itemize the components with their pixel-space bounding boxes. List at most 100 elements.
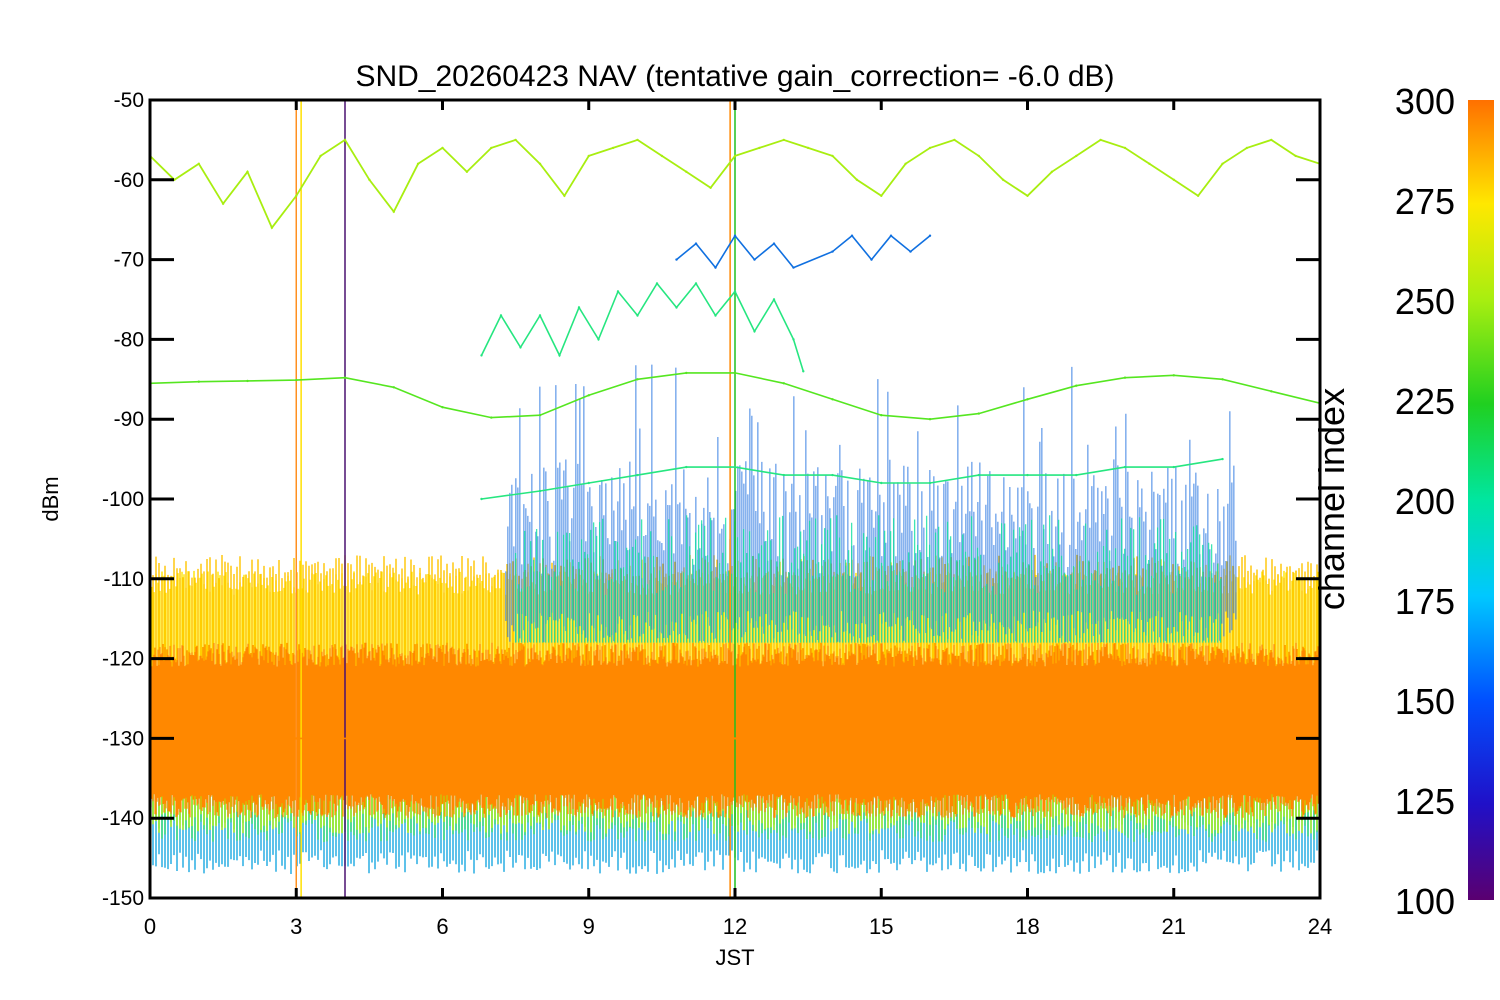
series-0-point [514, 138, 517, 142]
plot-area [150, 100, 1320, 898]
series-0-point [465, 170, 469, 173]
series-0-point [831, 154, 834, 158]
y-tick-label: -80 [114, 328, 144, 351]
series-2-point [480, 354, 483, 357]
colorbar-label: channel index [1311, 388, 1352, 610]
series-0-point [685, 170, 688, 173]
series-0-point [1172, 178, 1176, 181]
series-0-point [1050, 170, 1054, 173]
series-1-point [197, 380, 200, 383]
series-0-point [1075, 154, 1078, 158]
series-3-point [977, 473, 980, 477]
y-tick-label: -70 [114, 249, 144, 272]
series-0-point [1123, 146, 1127, 150]
series-1-point [490, 416, 493, 419]
colorbar-tick-label: 125 [1395, 781, 1455, 822]
series-0-point [855, 178, 859, 181]
series-0-point [1001, 178, 1005, 181]
series-4-point [928, 234, 932, 237]
series-0-point [709, 186, 712, 189]
series-0-point [343, 138, 347, 142]
series-0-point [319, 154, 322, 158]
series-1-point [1270, 390, 1273, 393]
series-0-point [1026, 194, 1029, 197]
x-tick-label: 24 [1308, 914, 1332, 939]
series-0-point [782, 138, 785, 142]
x-tick-label: 18 [1015, 914, 1039, 939]
x-tick-label: 0 [144, 914, 156, 939]
series-4-point [772, 242, 776, 245]
series-5-point [441, 737, 444, 740]
y-tick-label: -60 [114, 169, 144, 192]
series-3-point [928, 481, 932, 485]
series-4-point [753, 258, 756, 261]
series-3-point [733, 465, 737, 469]
series-line-3 [481, 458, 1223, 500]
series-5-point [295, 737, 298, 740]
series-0-point [953, 138, 956, 142]
series-1-point [1221, 378, 1224, 381]
series-1-point [1026, 398, 1029, 401]
series-1-point [1075, 384, 1078, 387]
series-0-point [392, 210, 395, 213]
series-4-point [675, 258, 678, 261]
series-4-point [733, 234, 737, 237]
y-tick-label: -150 [102, 887, 144, 910]
series-3-point [685, 465, 688, 469]
series-1-point [1123, 376, 1127, 379]
series-3-point [1026, 473, 1029, 477]
series-3-point [587, 481, 590, 485]
noise-band [150, 642, 1320, 819]
series-2-point [802, 370, 805, 373]
series-1-point [977, 412, 980, 415]
daytime-spikes-teal [514, 515, 1222, 643]
series-2-point [733, 290, 737, 293]
colorbar-tick-label: 300 [1395, 81, 1455, 122]
series-4-point [792, 266, 795, 269]
series-0-point [416, 162, 420, 165]
series-3-point [880, 481, 883, 485]
series-0-point [538, 162, 542, 165]
colorbar-tick-label: 100 [1395, 881, 1455, 922]
series-0-point [880, 194, 883, 197]
series-0-point [806, 146, 810, 150]
colorbar [1468, 100, 1494, 900]
series-2-point [675, 306, 678, 309]
series-0-point [636, 138, 639, 142]
y-tick-label: -90 [114, 408, 144, 431]
series-0-point [1270, 138, 1273, 142]
series-0-point [197, 162, 200, 165]
series-0-point [441, 146, 444, 150]
x-tick-label: 6 [436, 914, 448, 939]
x-tick-label: 3 [290, 914, 302, 939]
series-4-point [889, 234, 893, 237]
series-3-point [1221, 457, 1224, 461]
series-3-point [538, 489, 542, 493]
daytime-spikes [505, 364, 1237, 643]
series-0-point [295, 194, 298, 197]
series-4-point [694, 242, 698, 245]
series-5-point [1172, 737, 1176, 740]
series-1-point [831, 398, 834, 401]
series-1-point [587, 394, 590, 397]
series-4-point [909, 250, 912, 253]
series-3-point [480, 497, 483, 501]
series-0-point [563, 194, 566, 197]
series-1-point [538, 414, 542, 417]
colorbar-tick-label: 275 [1395, 181, 1455, 222]
series-1-point [636, 378, 639, 381]
y-tick-label: -50 [114, 89, 144, 112]
series-2-point [538, 314, 542, 317]
series-2-point [772, 298, 776, 301]
series-0-point [660, 154, 664, 158]
series-5-point [733, 737, 737, 740]
series-2-point [577, 306, 581, 309]
y-tick-label: -130 [102, 727, 144, 750]
series-0-point [587, 154, 590, 158]
series-1-point [880, 414, 883, 417]
x-tick-label: 15 [869, 914, 893, 939]
series-3-point [782, 473, 785, 477]
y-tick-label: -140 [102, 807, 144, 830]
chart-title: SND_20260423 NAV (tentative gain_correct… [355, 60, 1114, 93]
series-1-point [685, 371, 688, 375]
